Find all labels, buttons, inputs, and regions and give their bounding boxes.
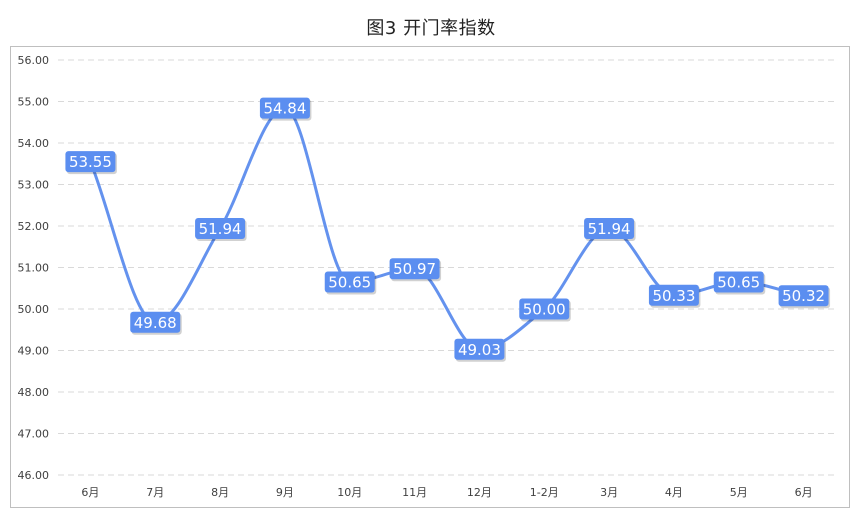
y-tick-label: 50.00	[18, 303, 50, 316]
grid-lines	[58, 59, 836, 476]
data-label-text: 50.00	[523, 301, 566, 319]
data-label-box	[130, 311, 181, 333]
data-label-text: 49.68	[134, 314, 177, 332]
y-tick-label: 54.00	[18, 137, 50, 150]
data-point-label: 51.94	[195, 217, 247, 241]
y-axis-ticks: 46.00 47.00 48.00 49.00 50.00 51.00 52.00 53.00…	[18, 54, 50, 482]
data-label-box	[519, 298, 570, 320]
y-tick-label: 47.00	[18, 428, 50, 441]
data-label-box	[195, 217, 246, 239]
x-tick-label: 1-2月	[530, 486, 559, 499]
data-label-text: 50.65	[717, 274, 760, 292]
y-tick-label: 51.00	[18, 262, 50, 275]
x-axis-ticks: 6月 7月 8月 9月 10月 11月 12月 1-2月 3月 4月 5月 6月	[81, 486, 812, 499]
data-label-box	[648, 284, 699, 306]
x-tick-label: 4月	[665, 486, 683, 499]
y-tick-label: 56.00	[18, 54, 50, 67]
y-tick-label: 49.00	[18, 345, 50, 358]
data-point-label: 50.65	[324, 271, 377, 295]
x-tick-label: 10月	[337, 486, 362, 499]
data-point-label: 49.03	[454, 338, 506, 362]
chart-title: 图3 开门率指数	[366, 18, 496, 39]
y-tick-label: 53.00	[18, 179, 50, 192]
data-label-box	[584, 217, 635, 239]
data-point-label: 51.94	[584, 217, 636, 241]
data-label-box	[713, 271, 764, 293]
data-label-text: 49.03	[458, 341, 501, 359]
data-label-text: 54.84	[263, 100, 306, 118]
data-label-box	[259, 97, 310, 119]
data-point-label: 50.65	[713, 271, 766, 295]
x-tick-label: 6月	[795, 486, 813, 499]
data-point-label: 50.97	[389, 258, 442, 282]
data-labels: 53.55 49.68 51.94 54.84 50.65 50.97 49.03 50.00…	[65, 97, 831, 362]
data-point-label: 49.68	[130, 311, 182, 335]
data-label-box	[324, 271, 375, 293]
data-point-label: 50.00	[519, 298, 571, 322]
x-tick-label: 3月	[600, 486, 618, 499]
data-label-box	[454, 338, 505, 360]
data-label-text: 50.97	[393, 260, 436, 278]
data-point-label: 50.33	[648, 284, 701, 308]
y-tick-label: 48.00	[18, 386, 50, 399]
x-tick-label: 8月	[211, 486, 229, 499]
data-point-label: 53.55	[65, 151, 117, 175]
x-tick-label: 12月	[467, 486, 492, 499]
data-label-text: 51.94	[199, 220, 242, 238]
x-tick-label: 11月	[402, 486, 427, 499]
data-label-text: 50.65	[328, 274, 371, 292]
data-label-box	[65, 151, 116, 173]
y-tick-label: 55.00	[18, 96, 50, 109]
data-point-label: 50.32	[778, 285, 831, 309]
data-label-text: 50.33	[652, 287, 695, 305]
x-tick-label: 7月	[146, 486, 164, 499]
data-label-box	[778, 285, 829, 307]
data-label-box	[389, 258, 440, 280]
x-tick-label: 5月	[730, 486, 748, 499]
x-tick-label: 6月	[81, 486, 99, 499]
data-point-label: 54.84	[259, 97, 312, 121]
data-label-text: 53.55	[69, 153, 112, 171]
x-tick-label: 9月	[276, 486, 294, 499]
data-label-text: 50.32	[782, 287, 825, 305]
y-tick-label: 52.00	[18, 220, 50, 233]
y-tick-label: 46.00	[18, 469, 50, 482]
data-label-text: 51.94	[588, 220, 631, 238]
